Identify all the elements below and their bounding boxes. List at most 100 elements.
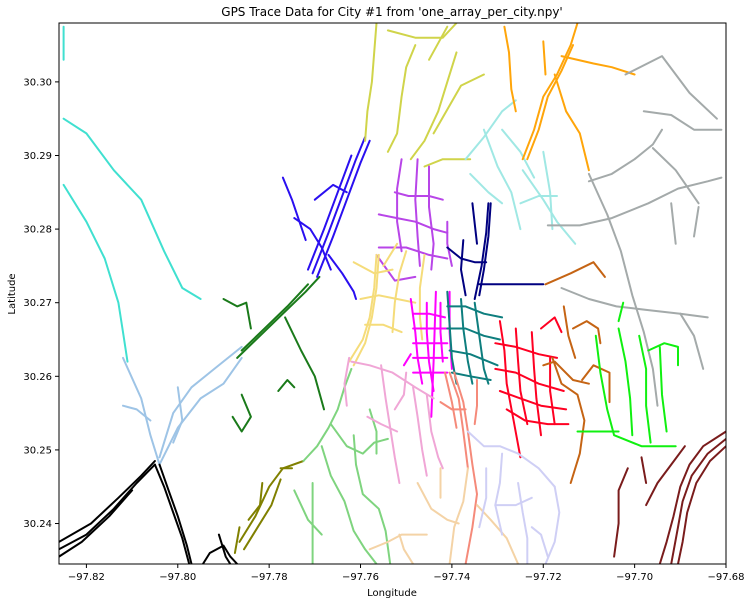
trace-line — [473, 301, 490, 385]
trace-line — [540, 316, 563, 334]
trace-line — [651, 147, 700, 205]
trace-line — [542, 360, 590, 385]
trace-line — [352, 261, 394, 275]
gps-traces — [59, 23, 726, 564]
y-tick-label: 30.26 — [23, 372, 52, 383]
trace-line — [460, 298, 474, 385]
y-tick-label: 30.30 — [23, 77, 52, 88]
trace-line — [393, 371, 408, 411]
trace-line — [469, 172, 504, 205]
trace-line — [380, 364, 401, 484]
x-tick-label: −97.68 — [707, 572, 744, 583]
trace-line — [549, 356, 556, 426]
trace-line — [521, 169, 577, 245]
trace-line — [377, 213, 449, 234]
trace-line — [521, 23, 579, 161]
trace-line — [425, 301, 435, 392]
trace-line — [122, 404, 152, 422]
trace-line — [364, 323, 403, 334]
trace-line — [587, 172, 659, 407]
y-tick-label: 30.25 — [23, 445, 52, 456]
trace-line — [320, 445, 378, 564]
trace-line — [377, 246, 449, 260]
trace-line — [62, 183, 129, 363]
trace-line — [393, 191, 444, 201]
trace-line — [693, 206, 700, 238]
trace-line — [412, 312, 446, 319]
trace-line — [391, 250, 408, 334]
trace-line — [293, 217, 332, 271]
trace-line — [444, 371, 458, 429]
trace-line — [343, 356, 351, 407]
trace-line — [284, 316, 325, 411]
trace-line — [494, 367, 565, 392]
trace-line — [446, 327, 501, 341]
trace-line — [409, 298, 424, 385]
trace-line — [553, 73, 590, 172]
x-tick-label: −97.82 — [68, 572, 105, 583]
trace-line — [172, 386, 184, 444]
y-tick-label: 30.28 — [23, 225, 52, 236]
trace-line — [514, 327, 529, 426]
y-axis-label: Latitude — [7, 273, 18, 314]
trace-line — [494, 496, 533, 507]
plot-area — [59, 23, 726, 564]
trace-line — [526, 44, 574, 161]
trace-line — [517, 482, 529, 564]
trace-line — [642, 110, 723, 131]
x-axis: −97.82 −97.80 −97.78 −97.76 −97.74 −97.72 −97.… — [68, 564, 745, 583]
trace-line — [382, 242, 399, 267]
trace-line — [217, 533, 232, 564]
trace-line — [530, 331, 542, 437]
trace-line — [238, 460, 305, 543]
trace-line — [572, 320, 602, 345]
trace-line — [476, 504, 520, 564]
trace-line — [153, 463, 191, 564]
trace-line — [418, 253, 426, 341]
trace-line — [329, 423, 389, 455]
trace-line — [466, 430, 556, 488]
trace-line — [464, 99, 517, 161]
trace-line — [359, 294, 417, 304]
trace-line — [446, 220, 453, 267]
trace-line — [446, 290, 458, 385]
trace-line — [473, 202, 490, 300]
trace-line — [658, 430, 726, 564]
trace-line — [222, 298, 252, 330]
trace-line — [409, 51, 458, 161]
trace-line — [542, 150, 554, 231]
trace-line — [645, 445, 686, 507]
trace-line — [247, 482, 264, 521]
trace-line — [302, 367, 353, 462]
trace-line — [311, 136, 367, 275]
trace-line — [432, 73, 485, 135]
trace-line — [450, 371, 492, 381]
trace-line — [677, 445, 726, 564]
trace-line — [350, 360, 435, 400]
trace-line — [412, 386, 428, 477]
trace-line — [544, 485, 561, 564]
trace-line — [617, 327, 634, 437]
trace-line — [307, 154, 353, 271]
y-tick-label: 30.27 — [23, 298, 52, 309]
trace-line — [478, 202, 492, 297]
trace-line — [503, 25, 517, 113]
trace-line — [233, 526, 241, 554]
trace-line — [423, 158, 472, 168]
trace-line — [352, 253, 380, 367]
trace-line — [277, 379, 296, 392]
trace-line — [546, 176, 723, 227]
trace-line — [581, 364, 611, 404]
trace-line — [59, 489, 134, 558]
trace-line — [316, 139, 371, 278]
x-tick-label: −97.76 — [342, 572, 379, 583]
y-tick-label: 30.24 — [23, 519, 52, 530]
y-tick-label: 30.29 — [23, 151, 52, 162]
trace-line — [594, 334, 677, 448]
trace-line — [428, 25, 449, 61]
trace-line — [560, 55, 636, 76]
trace-line — [313, 183, 348, 201]
trace-line — [460, 239, 467, 297]
trace-line — [243, 478, 282, 551]
trace-line — [544, 261, 606, 286]
